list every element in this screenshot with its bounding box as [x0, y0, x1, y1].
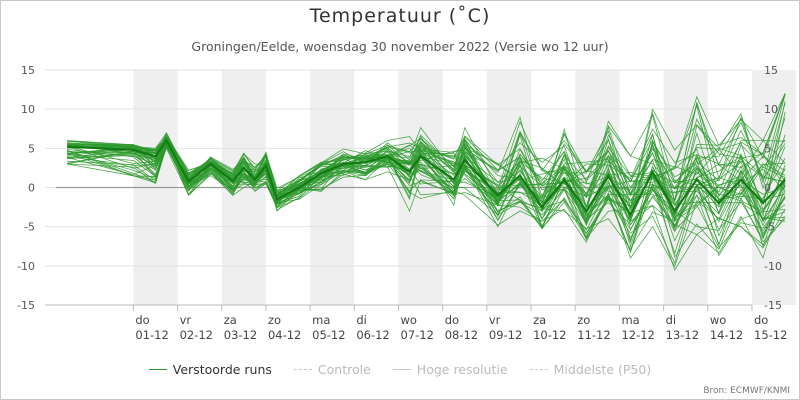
- ensemble-series: [66, 93, 786, 271]
- x-tick-day: ma: [621, 313, 639, 327]
- legend-swatch: [293, 369, 312, 370]
- x-tick-date: 11-12: [577, 328, 610, 342]
- y-tick-label-right: 5: [764, 142, 771, 155]
- chart-subtitle: Groningen/Eelde, woensdag 30 november 20…: [191, 39, 609, 54]
- source-note: Bron: ECMWF/KNMI: [703, 386, 790, 396]
- x-tick-date: 04-12: [268, 328, 301, 342]
- y-tick-label-right: 0: [764, 182, 771, 195]
- y-tick-label-left: 5: [28, 142, 35, 155]
- x-tick-day: wo: [401, 313, 417, 327]
- ensemble-member-line: [67, 93, 786, 207]
- x-tick-date: 10-12: [533, 328, 566, 342]
- x-tick-day: ma: [312, 313, 330, 327]
- legend-swatch: [392, 369, 411, 370]
- legend-swatch: [529, 369, 548, 370]
- x-tick-date: 06-12: [356, 328, 389, 342]
- x-tick-day: zo: [577, 313, 590, 327]
- legend-label: Verstoorde runs: [172, 362, 272, 377]
- x-tick-date: 14-12: [710, 328, 743, 342]
- day-band: [752, 70, 797, 305]
- y-tick-label-left: -5: [24, 221, 35, 234]
- y-tick-label-left: -10: [17, 260, 35, 273]
- x-tick-date: 07-12: [401, 328, 434, 342]
- ensemble-central-line: [67, 138, 786, 218]
- ensemble-member-line: [67, 132, 786, 215]
- y-tick-label-left: 15: [21, 64, 35, 77]
- legend-label: Middelste (P50): [553, 362, 652, 377]
- ensemble-member-line: [67, 143, 786, 257]
- ensemble-member-line: [67, 108, 786, 208]
- y-tick-label-left: 10: [21, 103, 35, 116]
- y-tick-label-right: -5: [764, 221, 775, 234]
- x-tick-date: 13-12: [666, 328, 699, 342]
- y-tick-label-left: 0: [28, 182, 35, 195]
- x-tick-day: vr: [180, 313, 192, 327]
- y-tick-label-right: 10: [764, 103, 778, 116]
- x-tick-date: 09-12: [489, 328, 522, 342]
- x-tick-day: di: [356, 313, 367, 327]
- y-tick-label-right: -15: [764, 299, 782, 312]
- x-tick-day: do: [445, 313, 459, 327]
- ensemble-member-line: [67, 93, 786, 213]
- x-tick-date: 03-12: [224, 328, 257, 342]
- x-tick-day: za: [224, 313, 237, 327]
- x-tick-day: vr: [489, 313, 501, 327]
- x-tick-day: za: [533, 313, 546, 327]
- x-tick-day: zo: [268, 313, 281, 327]
- chart-title: Temperatuur (˚C): [309, 5, 491, 27]
- legend: Verstoorde runs Controle Hoge resolutie Mid…: [0, 362, 800, 377]
- legend-item[interactable]: Middelste (P50): [529, 362, 652, 377]
- y-tick-label-right: -10: [764, 260, 782, 273]
- x-tick-day: di: [666, 313, 677, 327]
- y-tick-label-left: -15: [17, 299, 35, 312]
- x-tick-day: wo: [710, 313, 726, 327]
- x-tick-day: do: [754, 313, 768, 327]
- x-tick-date: 15-12: [754, 328, 787, 342]
- legend-item[interactable]: Controle: [293, 362, 371, 377]
- y-tick-label-right: 15: [764, 64, 778, 77]
- x-tick-date: 08-12: [445, 328, 478, 342]
- legend-item[interactable]: Verstoorde runs: [148, 362, 272, 377]
- legend-item[interactable]: Hoge resolutie: [392, 362, 508, 377]
- ensemble-member-line: [67, 141, 786, 232]
- x-tick-date: 05-12: [312, 328, 345, 342]
- ensemble-member-line: [67, 145, 786, 237]
- x-tick-date: 01-12: [135, 328, 168, 342]
- legend-swatch: [148, 369, 167, 370]
- x-tick-date: 12-12: [621, 328, 654, 342]
- legend-label: Controle: [317, 362, 371, 377]
- ensemble-member-line: [66, 141, 786, 250]
- x-tick-date: 02-12: [180, 328, 213, 342]
- legend-label: Hoge resolutie: [416, 362, 508, 377]
- x-tick-day: do: [135, 313, 149, 327]
